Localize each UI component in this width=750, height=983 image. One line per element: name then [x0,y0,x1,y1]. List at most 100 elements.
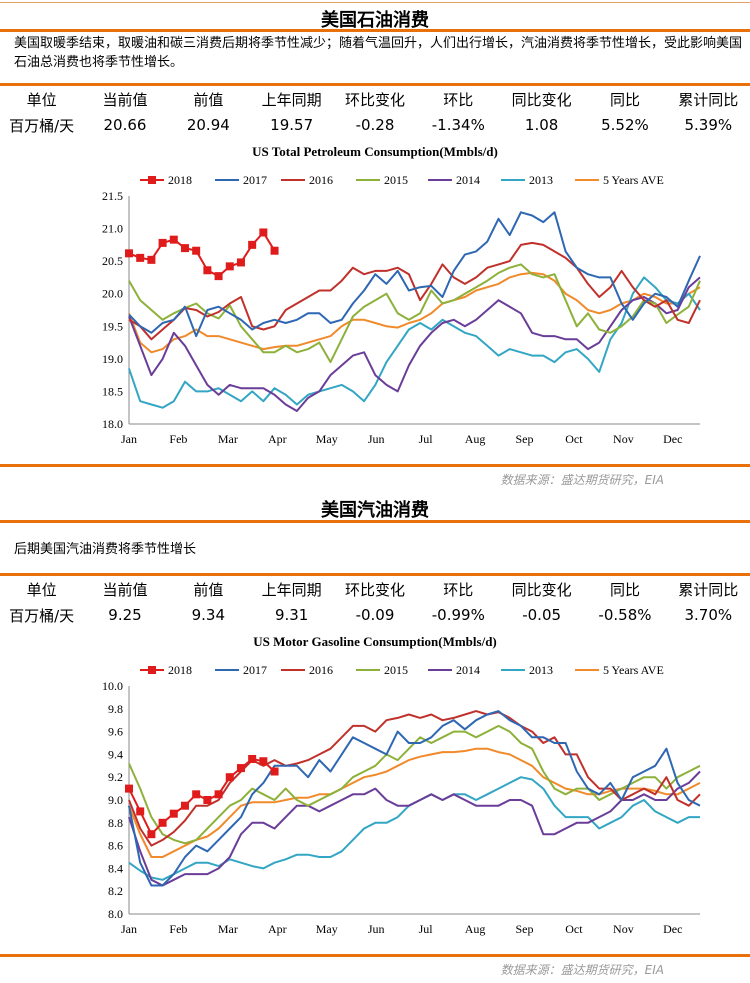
top-divider [0,2,750,3]
stats-header: 当前值 [102,90,148,109]
stats-header: 同比变化 [511,580,572,599]
series-line-2015 [128,263,701,364]
stats-value: 5.52% [601,116,649,134]
y-tick-label: 21.5 [102,189,123,203]
series-point-2018 [214,272,223,281]
y-tick-label: 19.5 [102,319,123,333]
series-point-2018 [236,764,245,773]
series-point-2018 [248,240,257,249]
y-tick-label: 19.0 [102,352,123,366]
series-point-2018 [136,807,145,816]
series-point-2018 [214,790,223,799]
series-point-2018 [192,246,201,255]
y-tick-label: 18.0 [102,417,123,431]
x-tick-label: Mar [218,432,238,446]
x-tick-label: Oct [565,432,583,446]
gasoline-consumption-chart: US Motor Gasoline Consumption(Mmbls/d) 8.… [102,634,701,936]
series-line-2017 [128,211,701,338]
stats-value: -0.99% [431,606,485,624]
section-rule [0,29,750,32]
y-tick-label: 10.0 [102,679,123,693]
legend-item: 2017 [215,663,267,677]
stats-value: -0.09 [355,606,395,624]
x-tick-label: Apr [268,922,287,936]
stats-header: 同比 [609,580,640,599]
stats-header: 环比 [443,90,474,109]
series-point-2018 [125,784,133,793]
stats-value: -0.58% [598,606,652,624]
stats-header: 同比变化 [511,90,572,109]
stats-header: 当前值 [102,580,148,599]
x-tick-label: Sep [515,432,533,446]
stats-value: 20.94 [186,116,230,134]
series-point-2018 [203,266,212,275]
stats-header: 上年同期 [261,90,322,109]
x-tick-label: Oct [565,922,583,936]
petroleum-consumption-chart: US Total Petroleum Consumption(Mmbls/d) 1… [102,144,701,446]
series-point-2018 [259,228,268,237]
stats-header: 单位 [26,580,57,599]
table-top-rule [0,83,750,86]
stats-value: 3.70% [684,606,733,624]
y-tick-label: 8.8 [108,816,123,830]
series-point-2018 [147,255,156,264]
legend-item: 2018 [140,173,192,187]
legend-label: 2013 [529,663,553,677]
stats-value: -0.28 [355,116,395,134]
series-point-2018 [225,262,234,271]
stats-value: 百万桶/天 [9,116,75,135]
series-line-2018 [128,231,276,278]
series-line-2013 [128,276,701,409]
y-tick-label: 8.6 [108,839,123,853]
x-tick-label: Mar [218,922,238,936]
stats-value: 9.25 [108,606,142,624]
x-tick-label: Jun [368,432,385,446]
stats-header: 累计同比 [678,580,739,599]
chart-title: US Motor Gasoline Consumption(Mmbls/d) [253,634,497,649]
legend-item: 5 Years AVE [575,173,664,187]
series-point-2018 [203,796,212,804]
stats-table-petroleum: 单位 当前值 前值 上年同期 环比变化 环比 同比变化 同比 累计同比 百万桶/… [0,86,750,138]
section-title-petroleum: 美国石油消费 [321,10,429,31]
y-tick-label: 9.8 [108,702,123,716]
stats-value: -1.34% [431,116,485,134]
x-tick-label: Jul [419,922,434,936]
series-point-2018 [259,757,268,766]
y-tick-label: 9.6 [108,725,123,739]
stats-value: 20.66 [103,116,147,134]
legend-item: 2014 [428,173,480,187]
chart-title: US Total Petroleum Consumption(Mmbls/d) [252,144,498,159]
section-bottom-rule [0,464,750,467]
section-rule [0,520,750,523]
series-point-2018 [180,801,189,810]
stats-value: 5.39% [684,116,733,134]
x-tick-label: Sep [515,922,533,936]
series-point-2018 [169,235,178,244]
legend-item: 2017 [215,173,267,187]
x-tick-label: Dec [663,432,682,446]
stats-value: 9.31 [274,606,309,624]
series-point-2018 [125,249,133,258]
stats-value: 1.08 [524,116,559,134]
legend-label: 5 Years AVE [603,173,664,187]
section-description: 美国取暖季结束，取暖油和碳三消费后期将季节性减少；随着气温回升，人们出行增长，汽… [14,36,743,70]
stats-header: 同比 [609,90,640,109]
y-tick-label: 8.2 [108,884,123,898]
stats-header-row: 单位 当前值 前值 上年同期 环比变化 环比 同比变化 同比 累计同比 [0,576,750,602]
stats-value: -0.05 [522,606,562,624]
series-point-2018 [236,258,245,267]
y-tick-label: 8.0 [108,907,123,921]
series-point-2018 [136,253,145,262]
legend-label: 2014 [456,663,480,677]
section-title-gasoline: 美国汽油消费 [321,500,429,521]
stats-header: 环比变化 [344,580,405,599]
y-tick-label: 21.0 [102,222,123,236]
series-point-2018 [225,773,234,782]
legend-label: 2017 [243,663,267,677]
series-line-2014 [128,770,701,887]
series-line-2016 [128,241,701,341]
legend-item: 2018 [140,663,192,677]
legend-item: 2013 [501,173,553,187]
legend-label: 2013 [529,173,553,187]
series-line-5-years-ave [128,271,701,354]
